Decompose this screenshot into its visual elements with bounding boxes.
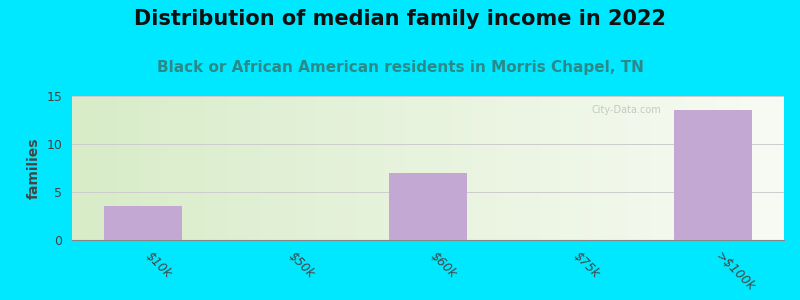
Text: Black or African American residents in Morris Chapel, TN: Black or African American residents in M…: [157, 60, 643, 75]
Bar: [389, 173, 467, 240]
Y-axis label: families: families: [27, 137, 41, 199]
Bar: [674, 110, 752, 240]
Text: City-Data.com: City-Data.com: [592, 105, 662, 115]
Text: Distribution of median family income in 2022: Distribution of median family income in …: [134, 9, 666, 29]
Bar: [104, 206, 182, 240]
